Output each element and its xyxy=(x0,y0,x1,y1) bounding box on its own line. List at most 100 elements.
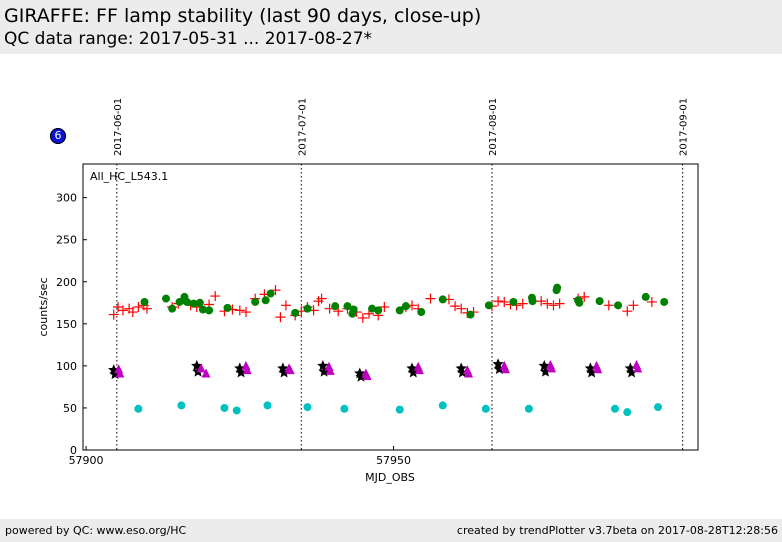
circle-marker xyxy=(205,306,214,315)
star-marker xyxy=(584,362,597,374)
circle-marker xyxy=(595,297,604,306)
report-footer: powered by QC: www.eso.org/HC created by… xyxy=(0,519,782,542)
x-tick-label: 57950 xyxy=(376,454,411,467)
triangle-marker xyxy=(633,363,643,373)
plus-marker xyxy=(603,300,614,311)
circle-marker xyxy=(266,289,275,298)
star-marker xyxy=(539,365,552,377)
plot-number-badge: 6 xyxy=(50,128,66,144)
circle-marker xyxy=(484,301,493,310)
star-marker xyxy=(538,359,550,371)
star-marker xyxy=(354,367,366,379)
qc-data-range: QC data range: 2017-05-31 ... 2017-08-27… xyxy=(4,29,373,49)
plus-marker xyxy=(499,296,510,307)
plus-marker xyxy=(127,307,138,318)
circle-marker xyxy=(438,401,447,410)
plus-marker xyxy=(622,306,633,317)
star-marker xyxy=(492,358,504,370)
triangle-marker xyxy=(196,363,206,373)
plus-marker xyxy=(554,298,565,309)
circle-marker xyxy=(374,306,383,315)
plus-marker xyxy=(280,300,291,311)
plus-marker xyxy=(379,302,390,312)
triangle-marker xyxy=(464,368,474,378)
plus-marker xyxy=(234,305,245,316)
circle-marker xyxy=(623,408,632,417)
plus-marker xyxy=(141,303,152,314)
y-tick-label: 150 xyxy=(56,318,77,331)
y-tick-label: 200 xyxy=(56,276,77,289)
y-tick-label: 0 xyxy=(70,444,77,457)
panel-label: All_HC_L543.1 xyxy=(90,170,168,183)
circle-marker xyxy=(195,298,204,307)
star-marker xyxy=(407,366,419,378)
plus-marker xyxy=(450,301,461,312)
circle-marker xyxy=(263,401,272,410)
plus-marker xyxy=(517,298,528,309)
plus-marker xyxy=(357,312,368,323)
plus-marker xyxy=(316,293,327,304)
date-tick-label: 2017-07-01 xyxy=(297,98,308,156)
circle-marker xyxy=(223,303,232,312)
date-tick-label: 2017-08-01 xyxy=(488,98,499,156)
y-tick-label: 50 xyxy=(63,402,77,415)
circle-marker xyxy=(182,297,191,306)
triangle-marker xyxy=(547,363,557,373)
circle-marker xyxy=(303,304,312,313)
plus-marker xyxy=(493,296,504,307)
footer-created-by: created by trendPlotter v3.7beta on 2017… xyxy=(456,524,778,537)
star-marker xyxy=(318,365,330,377)
star-marker xyxy=(191,359,203,371)
circle-marker xyxy=(466,310,475,319)
star-marker xyxy=(277,362,289,374)
plus-marker xyxy=(275,312,286,323)
x-axis-label: MJD_OBS xyxy=(365,471,415,484)
report-header: GIRAFFE: FF lamp stability (last 90 days… xyxy=(0,0,782,54)
triangle-marker xyxy=(362,370,372,380)
circle-marker xyxy=(303,403,312,412)
x-tick-label: 57900 xyxy=(69,454,104,467)
triangle-marker xyxy=(593,364,603,374)
circle-marker xyxy=(251,297,260,306)
circle-marker xyxy=(168,304,177,313)
plus-marker xyxy=(628,300,639,311)
star-marker xyxy=(355,370,367,382)
circle-marker xyxy=(162,294,171,303)
plus-marker xyxy=(425,293,436,304)
circle-marker xyxy=(189,299,198,308)
circle-marker xyxy=(140,297,149,306)
circle-marker xyxy=(368,304,377,313)
plus-marker xyxy=(536,296,547,307)
circle-marker xyxy=(395,405,404,414)
y-axis-label: counts/sec xyxy=(37,277,50,336)
triangle-marker xyxy=(414,365,424,375)
y-tick-label: 250 xyxy=(56,234,77,247)
star-marker xyxy=(109,368,121,380)
star-marker xyxy=(235,366,247,378)
plus-marker xyxy=(133,302,144,312)
circle-marker xyxy=(417,308,426,317)
triangle-marker xyxy=(325,365,335,375)
triangle-marker xyxy=(285,365,295,375)
circle-marker xyxy=(654,403,663,412)
date-tick-label: 2017-09-01 xyxy=(679,98,690,156)
circle-marker xyxy=(641,292,650,301)
plus-marker xyxy=(456,303,467,314)
star-marker xyxy=(493,363,506,375)
circle-marker xyxy=(553,283,562,292)
circle-marker xyxy=(610,404,619,413)
plus-marker xyxy=(548,300,559,311)
circle-marker xyxy=(343,302,352,311)
plus-marker xyxy=(579,291,590,302)
triangle-marker xyxy=(115,368,125,378)
y-tick-label: 100 xyxy=(56,360,77,373)
plus-marker xyxy=(108,309,119,320)
plus-marker xyxy=(542,298,553,309)
circle-marker xyxy=(331,302,340,311)
circle-marker xyxy=(438,295,447,304)
star-marker xyxy=(585,366,598,378)
page-title: GIRAFFE: FF lamp stability (last 90 days… xyxy=(4,5,482,27)
circle-marker xyxy=(198,305,207,314)
star-marker xyxy=(625,366,638,378)
star-marker xyxy=(278,366,290,378)
